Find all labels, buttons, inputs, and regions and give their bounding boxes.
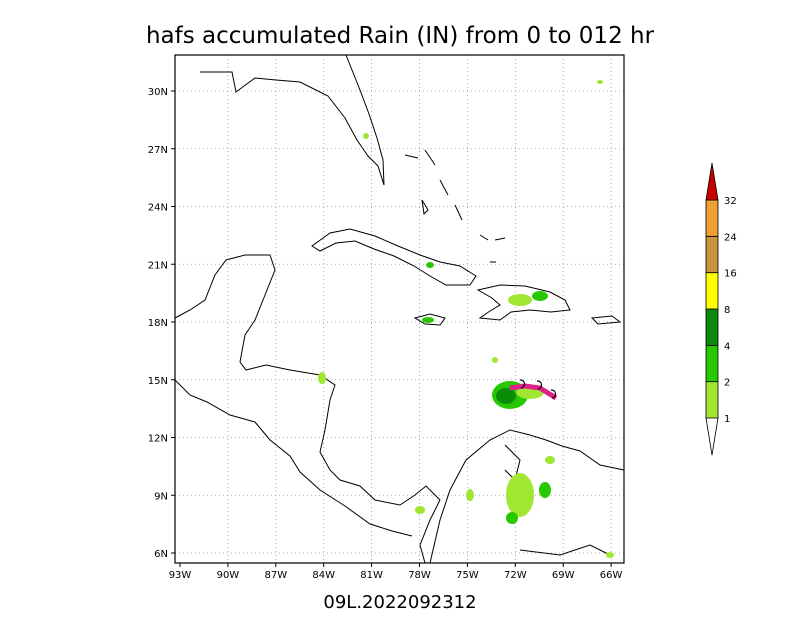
colorbar-label: 1 (724, 414, 730, 425)
central-america (174, 254, 441, 564)
colorbar-label: 2 (724, 378, 730, 389)
florida (200, 54, 385, 186)
bahamas (404, 149, 506, 263)
rain-area (492, 357, 498, 363)
rain-area (539, 482, 551, 498)
lon-label: 72W (504, 570, 527, 581)
lat-label: 12N (148, 434, 168, 445)
lon-label: 81W (360, 570, 383, 581)
colorbar-label: 16 (724, 269, 737, 280)
lon-label: 87W (264, 570, 287, 581)
colorbar-label: 32 (724, 196, 737, 207)
rain-area (532, 291, 548, 301)
lat-label: 30N (148, 87, 168, 98)
lon-label: 90W (217, 570, 240, 581)
rain-area (426, 262, 434, 268)
rain-areas (318, 80, 614, 558)
colorbar-bin (705, 381, 719, 419)
rain-area (506, 512, 518, 524)
colorbar-bin (705, 272, 719, 310)
rain-area (496, 388, 516, 404)
graticule (175, 55, 624, 563)
map-frame (174, 54, 625, 564)
colorbar-bottom (705, 417, 719, 456)
colorbar-label: 4 (724, 341, 730, 352)
storm-track (509, 379, 558, 401)
rain-area (415, 506, 425, 514)
rain-area (466, 489, 474, 501)
puerto-rico (590, 315, 622, 325)
rain-area (422, 317, 434, 323)
lat-label: 27N (148, 145, 168, 156)
lon-label: 93W (169, 570, 192, 581)
lat-label: 21N (148, 260, 168, 271)
lat-label: 15N (148, 376, 168, 387)
rain-area (363, 133, 369, 139)
lon-label: 66W (600, 570, 623, 581)
colorbar-bin (705, 199, 719, 237)
colorbar-bin (705, 235, 719, 274)
rain-area (506, 473, 534, 517)
track (509, 383, 558, 401)
rain-area (508, 294, 532, 306)
lat-label: 24N (148, 203, 168, 214)
pacific-coast (174, 379, 413, 537)
lat-label: 18N (148, 318, 168, 329)
rain-area (545, 456, 555, 464)
rain-area (606, 552, 614, 558)
coastlines (174, 54, 625, 564)
lon-label: 69W (552, 570, 575, 581)
lon-label: 75W (456, 570, 479, 581)
rain-area (318, 372, 326, 384)
lat-label: 6N (154, 549, 168, 560)
colorbar-top (705, 162, 719, 201)
lon-label: 78W (408, 570, 431, 581)
colorbar-label: 8 (724, 305, 730, 316)
storm-symbols (519, 379, 557, 399)
colorbar-bin (705, 308, 719, 346)
lon-label: 84W (312, 570, 335, 581)
map-footer: 09L.2022092312 (323, 592, 476, 613)
south-america (429, 429, 625, 564)
jamaica (413, 313, 446, 326)
map-title: hafs accumulated Rain (IN) from 0 to 012… (146, 23, 655, 49)
colorbar-label: 24 (724, 232, 737, 243)
rain-area (597, 80, 603, 84)
colorbar-bin (705, 344, 719, 383)
hispaniola (476, 284, 571, 321)
cuba (311, 228, 477, 286)
lat-label: 9N (154, 491, 168, 502)
